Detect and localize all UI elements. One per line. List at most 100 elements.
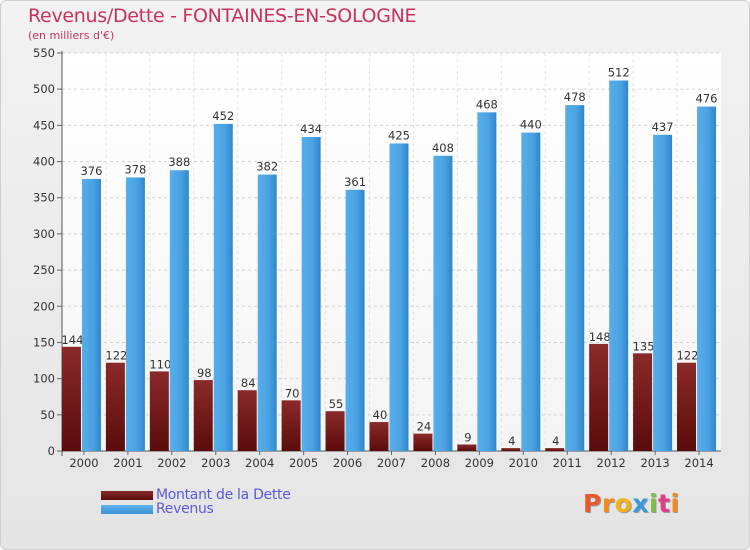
bar-debt <box>369 422 389 451</box>
x-tick-label: 2011 <box>553 456 582 470</box>
y-tick-label: 400 <box>33 155 55 169</box>
x-tick-label: 2002 <box>157 456 186 470</box>
legend-label-revenue: Revenus <box>156 501 214 517</box>
bar-revenue <box>125 177 145 451</box>
bar-debt <box>677 362 697 451</box>
data-label-revenue: 361 <box>344 175 366 189</box>
bar-debt <box>193 380 213 451</box>
bar-debt <box>413 433 433 451</box>
data-label-revenue: 408 <box>432 141 454 155</box>
x-tick-label: 2003 <box>201 456 230 470</box>
data-label-debt: 40 <box>373 408 388 422</box>
y-tick-label: 150 <box>33 335 55 349</box>
y-tick-label: 200 <box>33 299 55 313</box>
bar-debt <box>457 444 477 451</box>
bar-debt <box>61 346 81 451</box>
bar-revenue <box>697 106 717 452</box>
y-tick-label: 350 <box>33 191 55 205</box>
y-tick-label: 0 <box>48 444 55 458</box>
logo-letter: P <box>583 489 602 518</box>
bar-revenue <box>345 189 365 451</box>
x-tick-label: 2006 <box>333 456 362 470</box>
bar-revenue <box>169 170 189 451</box>
bar-debt <box>325 411 345 451</box>
x-tick-label: 2010 <box>509 456 538 470</box>
data-label-revenue: 452 <box>212 109 234 123</box>
data-label-debt: 4 <box>552 434 559 448</box>
bar-debt <box>589 343 609 451</box>
data-label-revenue: 478 <box>564 90 586 104</box>
data-label-revenue: 476 <box>696 92 718 106</box>
x-tick-label: 2014 <box>684 456 713 470</box>
x-tick-label: 2013 <box>640 456 669 470</box>
y-tick-label: 250 <box>33 263 55 277</box>
data-label-debt: 4 <box>508 434 515 448</box>
logo-letter: i <box>670 489 680 518</box>
y-tick-label: 50 <box>40 408 55 422</box>
data-label-debt: 24 <box>417 420 432 434</box>
x-tick-label: 2001 <box>113 456 142 470</box>
bar-revenue <box>521 132 541 451</box>
data-label-debt: 122 <box>677 349 699 363</box>
data-label-revenue: 440 <box>520 118 542 132</box>
y-tick-label: 500 <box>33 82 55 96</box>
data-label-revenue: 425 <box>388 128 410 142</box>
bar-revenue <box>257 174 277 451</box>
legend-label-debt: Montant de la Dette <box>156 487 291 503</box>
x-tick-label: 2012 <box>597 456 626 470</box>
x-tick-label: 2008 <box>421 456 450 470</box>
chart-title: Revenus/Dette - FONTAINES-EN-SOLOGNE <box>28 5 417 27</box>
legend-swatch-revenue <box>101 505 153 514</box>
x-tick-label: 2007 <box>377 456 406 470</box>
bar-revenue <box>433 155 453 452</box>
bar-debt <box>237 390 257 451</box>
data-label-revenue: 512 <box>608 65 630 79</box>
data-label-debt: 84 <box>241 376 256 390</box>
bar-debt <box>149 371 169 451</box>
x-tick-label: 2004 <box>245 456 274 470</box>
data-label-debt: 70 <box>285 386 300 400</box>
data-label-revenue: 434 <box>300 122 322 136</box>
data-label-debt: 148 <box>589 330 611 344</box>
y-tick-label: 100 <box>33 372 55 386</box>
x-tick-label: 2009 <box>465 456 494 470</box>
data-label-debt: 144 <box>61 333 83 347</box>
bar-revenue <box>653 134 673 451</box>
y-tick-label: 300 <box>33 227 55 241</box>
data-label-revenue: 468 <box>476 97 498 111</box>
chart-subtitle: (en milliers d'€) <box>28 29 115 42</box>
bar-debt <box>501 448 521 451</box>
bar-debt <box>633 353 653 451</box>
logo-letter: x <box>632 489 649 518</box>
data-label-revenue: 437 <box>652 120 674 134</box>
x-tick-label: 2005 <box>289 456 318 470</box>
logo-letter: t <box>658 489 671 518</box>
data-label-debt: 135 <box>633 339 655 353</box>
bar-revenue <box>213 123 233 451</box>
data-label-debt: 55 <box>329 397 344 411</box>
data-label-revenue: 382 <box>256 160 278 174</box>
logo-letter: o <box>614 489 633 518</box>
y-tick-label: 550 <box>33 46 55 60</box>
proxiti-logo: Proxiti <box>583 489 680 518</box>
logo-letter: r <box>601 489 615 518</box>
bar-debt <box>105 362 125 451</box>
bar-revenue <box>565 105 585 452</box>
data-label-revenue: 378 <box>124 162 146 176</box>
data-label-debt: 122 <box>105 349 127 363</box>
data-label-debt: 9 <box>464 430 471 444</box>
data-label-debt: 98 <box>197 366 212 380</box>
bar-revenue <box>609 80 629 452</box>
bar-revenue <box>301 136 321 451</box>
bar-revenue <box>81 178 101 451</box>
data-label-revenue: 388 <box>168 155 190 169</box>
logo-letter: i <box>649 489 659 518</box>
bar-debt <box>545 448 565 451</box>
y-tick-label: 450 <box>33 118 55 132</box>
x-tick-label: 2000 <box>69 456 98 470</box>
bar-debt <box>281 400 301 451</box>
data-label-debt: 110 <box>149 357 171 371</box>
legend-swatch-debt <box>101 491 153 500</box>
